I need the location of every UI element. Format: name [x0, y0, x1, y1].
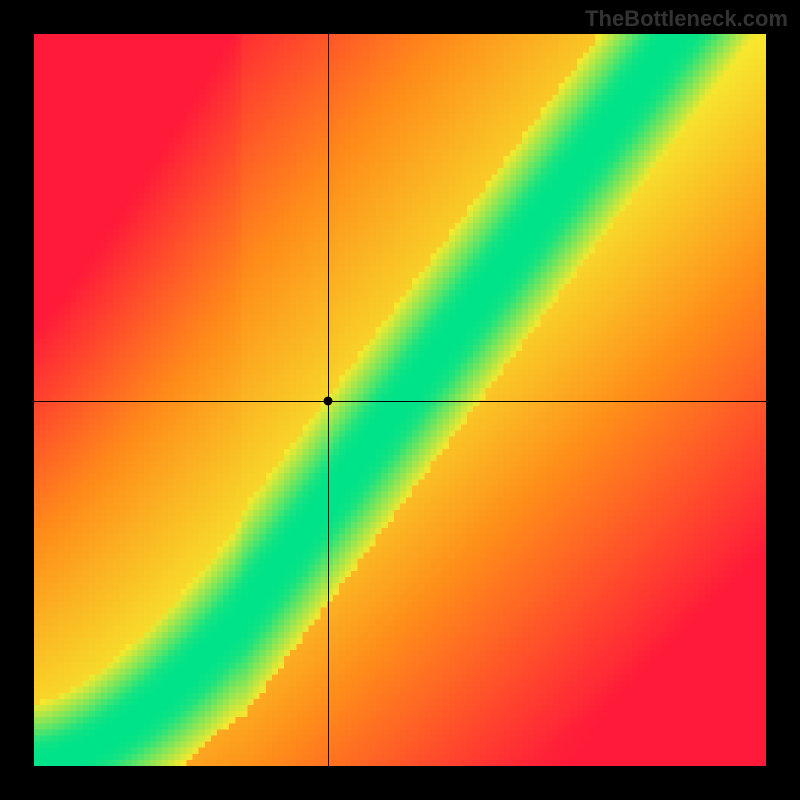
chart-container: TheBottleneck.com: [0, 0, 800, 800]
marker-dot: [324, 397, 333, 406]
crosshair-horizontal: [34, 401, 766, 402]
heatmap-canvas: [34, 34, 766, 766]
watermark-text: TheBottleneck.com: [585, 6, 788, 32]
heatmap-plot-area: [34, 34, 766, 766]
